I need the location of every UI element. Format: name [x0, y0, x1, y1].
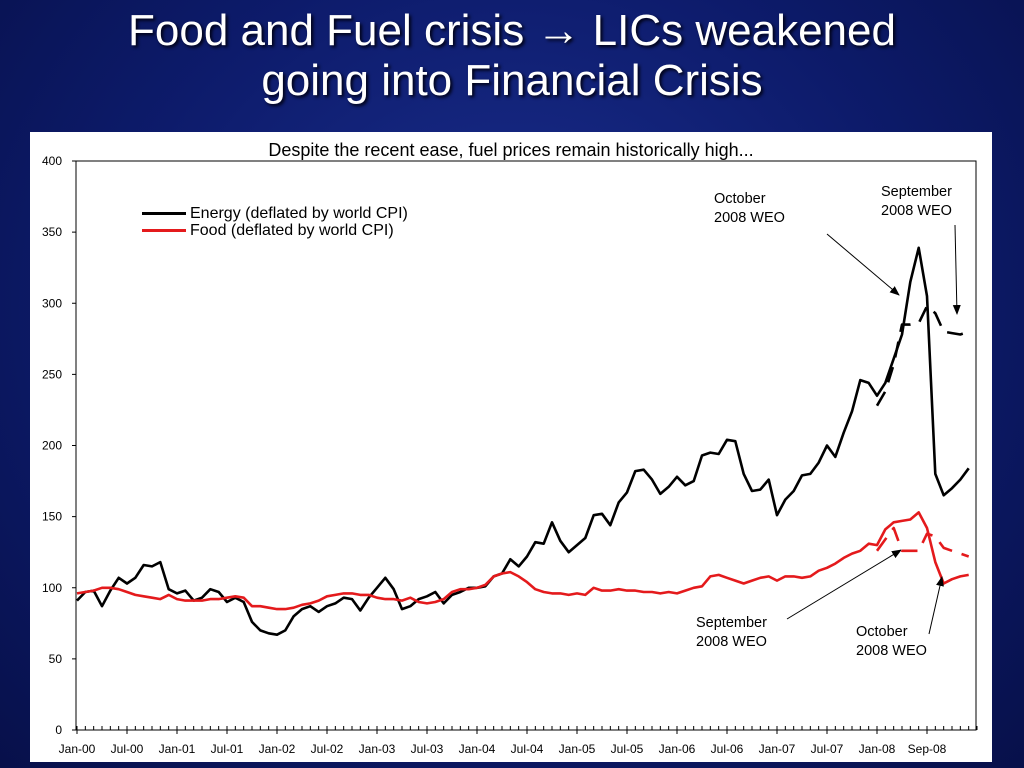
annotation-line: October	[856, 624, 908, 640]
chart-panel: 0 50 100 150 200 250 300 350 400 Jan-00 Jul-00 Jan-…	[30, 132, 992, 762]
y-tick-label: 250	[42, 367, 62, 381]
arrow-energy-sep-weo	[952, 224, 961, 315]
x-tick-label: Jan-04	[459, 742, 496, 756]
arrow-food-sep-weo	[786, 549, 902, 620]
chart-axes: 0 50 100 150 200 250 300 350 400 Jan-00 Jul-00 Jan-…	[42, 154, 978, 756]
x-tick-label: Jan-08	[859, 742, 896, 756]
series-line-2	[76, 511, 969, 611]
x-tick-label: Jan-02	[259, 742, 296, 756]
x-tick-label: Jan-06	[659, 742, 696, 756]
x-tick-label: Jul-03	[411, 742, 444, 756]
annotation-line: October	[714, 191, 766, 207]
series-line-3	[875, 526, 970, 558]
y-tick-label: 0	[55, 723, 62, 737]
legend-label-energy: Energy (deflated by world CPI)	[190, 205, 408, 222]
chart-subtitle: Despite the recent ease, fuel prices rem…	[268, 140, 754, 160]
legend-swatch-energy	[142, 212, 186, 216]
x-tick-label: Jul-00	[111, 742, 144, 756]
x-tick-label: Jan-01	[159, 742, 196, 756]
annotation-line: 2008 WEO	[856, 643, 927, 659]
annotation-energy-sep-weo: September 2008 WEO	[881, 183, 952, 221]
chart-annotation-arrows	[786, 224, 961, 635]
x-tick-label: Jan-00	[59, 742, 96, 756]
legend-item-food: Food (deflated by world CPI)	[142, 222, 394, 240]
legend-label-food: Food (deflated by world CPI)	[190, 222, 394, 239]
annotation-food-oct-weo: October 2008 WEO	[856, 623, 927, 661]
x-tick-label: Sep-08	[908, 742, 947, 756]
legend-item-energy: Energy (deflated by world CPI)	[142, 205, 408, 223]
annotation-line: 2008 WEO	[696, 634, 767, 650]
y-tick-label: 50	[49, 652, 63, 666]
x-tick-label: Jul-02	[311, 742, 344, 756]
x-tick-label: Jul-01	[211, 742, 244, 756]
x-tick-label: Jul-05	[611, 742, 644, 756]
title-arrow-icon: →	[536, 6, 581, 55]
arrow-energy-oct-weo	[826, 233, 900, 296]
y-tick-label: 150	[42, 510, 62, 524]
slide-title-line2: going into Financial Crisis	[261, 56, 763, 105]
title-part2: LICs weakened	[592, 6, 896, 55]
arrow-food-oct-weo	[928, 576, 944, 635]
x-tick-label: Jan-07	[759, 742, 796, 756]
chart-series	[76, 246, 970, 636]
x-tick-label: Jan-03	[359, 742, 396, 756]
legend-swatch-food	[142, 229, 186, 233]
series-line-1	[875, 304, 970, 407]
slide-title-line1: Food and Fuel crisis → LICs weakened	[0, 6, 1024, 56]
series-line-0	[76, 246, 970, 636]
y-tick-label: 300	[42, 296, 62, 310]
annotation-line: September	[696, 615, 767, 631]
x-tick-label: Jul-04	[511, 742, 544, 756]
slide-title: Food and Fuel crisis → LICs weakened goi…	[0, 6, 1024, 106]
annotation-food-sep-weo: September 2008 WEO	[696, 614, 767, 652]
x-tick-label: Jul-07	[811, 742, 844, 756]
title-part1: Food and Fuel crisis	[128, 6, 525, 55]
annotation-line: September	[881, 184, 952, 200]
y-tick-label: 350	[42, 225, 62, 239]
annotation-line: 2008 WEO	[714, 210, 785, 226]
x-tick-label: Jan-05	[559, 742, 596, 756]
annotation-energy-oct-weo: October 2008 WEO	[714, 190, 785, 228]
annotation-line: 2008 WEO	[881, 203, 952, 219]
x-tick-label: Jul-06	[711, 742, 744, 756]
y-tick-label: 100	[42, 581, 62, 595]
y-tick-label: 200	[42, 439, 62, 453]
y-tick-label: 400	[42, 154, 62, 168]
line-chart: 0 50 100 150 200 250 300 350 400 Jan-00 Jul-00 Jan-…	[42, 154, 978, 756]
